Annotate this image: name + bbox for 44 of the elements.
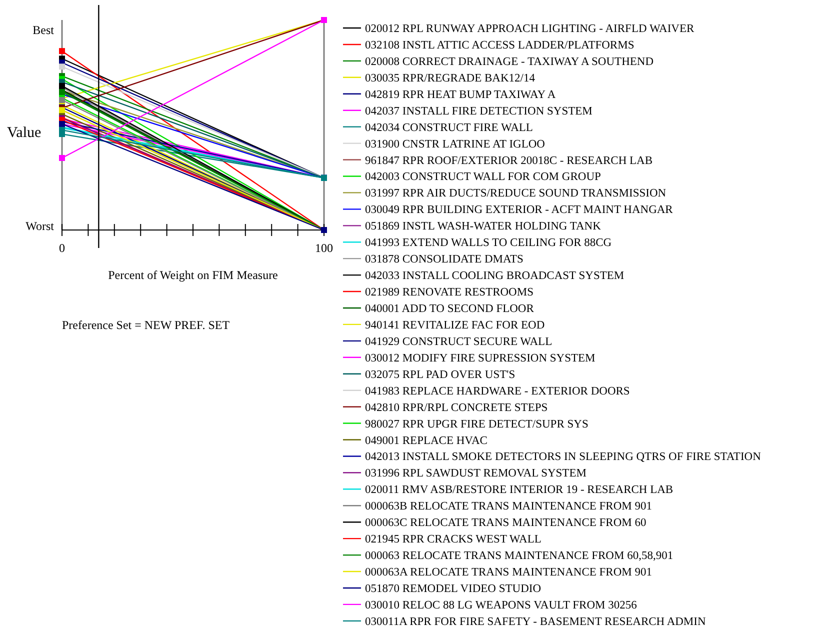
legend-label: 041983 REPLACE HARDWARE - EXTERIOR DOORS bbox=[365, 385, 630, 398]
legend-label: 000063B RELOCATE TRANS MAINTENANCE FROM 901 bbox=[365, 500, 652, 513]
legend-label: 030012 MODIFY FIRE SUPRESSION SYSTEM bbox=[365, 352, 596, 364]
legend-label: 041929 CONSTRUCT SECURE WALL bbox=[365, 336, 552, 348]
legend-label: 032108 INSTL ATTIC ACCESS LADDER/PLATFORMS bbox=[365, 39, 634, 52]
legend-label: 021989 RENOVATE RESTROOMS bbox=[365, 286, 534, 299]
legend-label: 042033 INSTALL COOLING BROADCAST SYSTEM bbox=[365, 270, 624, 282]
legend-label: 040001 ADD TO SECOND FLOOR bbox=[365, 302, 534, 315]
legend-label: 051869 INSTL WASH-WATER HOLDING TANK bbox=[365, 220, 602, 233]
legend-label: 031900 CNSTR LATRINE AT IGLOO bbox=[365, 138, 545, 150]
legend-label: 042003 CONSTRUCT WALL FOR COM GROUP bbox=[365, 171, 601, 184]
legend-label: 021945 RPR CRACKS WEST WALL bbox=[365, 534, 542, 546]
legend-label: 042034 CONSTRUCT FIRE WALL bbox=[365, 122, 533, 134]
legend-label: 051870 REMODEL VIDEO STUDIO bbox=[365, 582, 542, 595]
legend-label: 042810 RPR/RPL CONCRETE STEPS bbox=[365, 402, 548, 414]
x-tick-label: 100 bbox=[315, 241, 333, 255]
text: Worst bbox=[26, 219, 55, 233]
legend-label: 030011A RPR FOR FIRE SAFETY - BASEMENT RESEARCH ADMIN bbox=[365, 616, 706, 628]
legend-label: 041993 EXTEND WALLS TO CEILING FOR 88CG bbox=[365, 237, 612, 250]
legend-label: 031996 RPL SAWDUST REMOVAL SYSTEM bbox=[365, 468, 586, 480]
legend-label: 030049 RPR BUILDING EXTERIOR - ACFT MAINT HANGAR bbox=[365, 204, 674, 216]
x-tick-label: 0 bbox=[59, 241, 65, 255]
y-axis-title: Value bbox=[7, 125, 42, 141]
legend-label: 000063A RELOCATE TRANS MAINTENANCE FROM 901 bbox=[365, 566, 652, 579]
legend-label: 000063C RELOCATE TRANS MAINTENANCE FROM 60 bbox=[365, 517, 646, 530]
legend-label: 020008 CORRECT DRAINAGE - TAXIWAY A SOUTHEND bbox=[365, 56, 654, 68]
legend-label: 961847 RPR ROOF/EXTERIOR 20018C - RESEARCH LAB bbox=[365, 154, 653, 167]
legend-label: 030010 RELOC 88 LG WEAPONS VAULT FROM 30256 bbox=[365, 599, 638, 612]
legend-label: 042819 RPR HEAT BUMP TAXIWAY A bbox=[365, 88, 556, 101]
legend-label: 049001 REPLACE HVAC bbox=[365, 434, 488, 447]
x-axis-title: Percent of Weight on FIM Measure bbox=[108, 268, 278, 282]
text: Preference Set = NEW PREF. SET bbox=[62, 318, 230, 332]
legend-label: 020011 RMV ASB/RESTORE INTERIOR 19 - RESEARCH LAB bbox=[365, 484, 674, 496]
legend-label: 980027 RPR UPGR FIRE DETECT/SUPR SYS bbox=[365, 418, 588, 430]
legend-label: 000063 RELOCATE TRANS MAINTENANCE FROM 60,58,901 bbox=[365, 550, 674, 562]
legend-label: 042013 INSTALL SMOKE DETECTORS IN SLEEPING QTRS OF FIRE STATION bbox=[365, 451, 762, 464]
text: Best bbox=[32, 23, 55, 37]
legend-label: 031878 CONSOLIDATE DMATS bbox=[365, 254, 524, 266]
legend-label: 031997 RPR AIR DUCTS/REDUCE SOUND TRANSMISSION bbox=[365, 188, 667, 200]
legend-label: 032075 RPL PAD OVER UST'S bbox=[365, 368, 516, 381]
legend-label: 042037 INSTALL FIRE DETECTION SYSTEM bbox=[365, 105, 592, 118]
legend-label: 940141 REVITALIZE FAC FOR EOD bbox=[365, 319, 545, 332]
legend-label: 020012 RPL RUNWAY APPROACH LIGHTING - AIRFLD WAIVER bbox=[365, 23, 694, 35]
legend-label: 030035 RPR/REGRADE BAK12/14 bbox=[365, 72, 536, 84]
